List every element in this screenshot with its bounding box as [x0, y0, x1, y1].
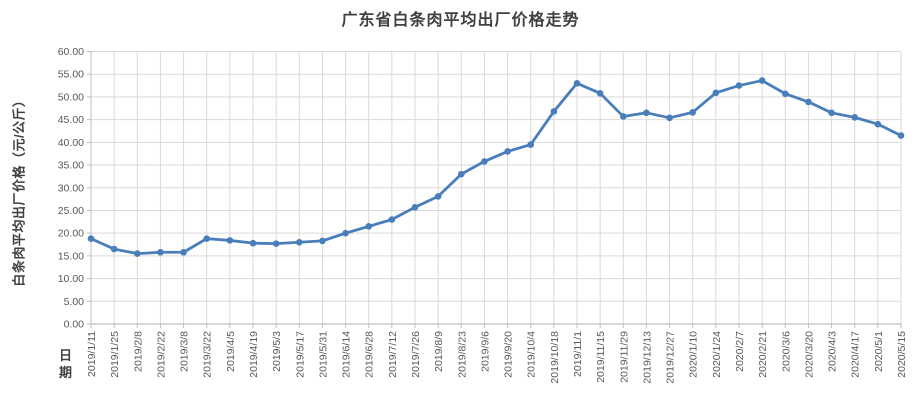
data-point-marker [203, 235, 211, 242]
x-tick-label: 2020/5/1 [873, 331, 885, 372]
data-point-marker [365, 223, 373, 230]
x-tick-label: 2019/11/1 [572, 331, 584, 377]
x-tick-label: 2019/9/6 [479, 331, 491, 372]
data-point-marker [527, 141, 535, 148]
x-tick-label: 2019/8/23 [456, 331, 468, 378]
y-tick-label: 10.00 [58, 273, 84, 285]
data-point-marker [388, 216, 396, 223]
y-tick-label: 15.00 [58, 250, 84, 262]
data-point-marker [157, 248, 164, 256]
data-point-marker [689, 109, 697, 116]
x-tick-label: 2019/12/27 [665, 331, 677, 384]
y-tick-label: 45.00 [58, 114, 84, 126]
data-point-marker [457, 170, 465, 178]
data-point-marker [180, 248, 187, 256]
data-point-marker [573, 79, 581, 87]
y-tick-label: 40.00 [58, 137, 84, 149]
x-tick-label: 2019/6/14 [341, 331, 353, 378]
x-tick-label: 2019/5/31 [317, 331, 329, 378]
x-tick-label: 2019/4/5 [225, 331, 237, 372]
x-tick-label: 2019/9/20 [503, 331, 515, 378]
data-point-marker [851, 114, 859, 121]
y-tick-labels: 0.00 5.00 10.00 15.00 20.00 25.00 30.00 35.00 40… [58, 46, 84, 331]
x-tick-label: 2019/7/12 [387, 331, 399, 378]
x-tick-label: 2019/3/22 [202, 331, 214, 378]
x-axis-title: 日期 [58, 348, 72, 380]
x-tick-label: 2019/12/13 [641, 331, 653, 384]
data-point-marker [319, 237, 326, 245]
data-point-marker [504, 148, 511, 155]
x-tick-label: 2020/2/21 [757, 331, 769, 378]
x-tick-label: 2019/11/15 [595, 331, 607, 383]
data-point-marker [712, 89, 720, 97]
x-tick-label: 2019/4/19 [248, 331, 260, 378]
data-point-marker [805, 98, 812, 106]
x-tick-label: 2019/6/28 [364, 331, 376, 378]
y-tick-label: 25.00 [58, 205, 84, 217]
x-tick-label: 2019/3/8 [179, 331, 191, 372]
x-tick-label: 2020/5/15 [896, 331, 908, 378]
y-tick-label: 30.00 [58, 182, 84, 194]
x-tick-label: 2019/5/17 [294, 331, 306, 378]
y-tick-label: 5.00 [64, 296, 85, 308]
data-point-marker [226, 237, 234, 244]
y-tick-label: 50.00 [58, 91, 84, 103]
data-point-marker [735, 82, 743, 89]
y-tick-label: 55.00 [58, 69, 84, 81]
price-line-series [87, 77, 905, 257]
data-point-marker [666, 114, 673, 122]
data-point-marker [411, 203, 419, 211]
data-point-marker [874, 120, 882, 128]
data-point-marker [272, 240, 280, 247]
x-tick-label: 2019/10/4 [526, 331, 538, 378]
x-tick-label: 2020/1/24 [711, 331, 723, 378]
price-line [89, 79, 903, 256]
data-point-marker [781, 90, 789, 98]
x-tick-labels: 2019/1/11 2019/1/25 2019/2/8 2019/2/22 2019/… [86, 331, 908, 384]
data-point-marker [110, 245, 118, 253]
x-tick-label: 2020/2/7 [734, 331, 746, 372]
data-point-marker [249, 239, 257, 247]
y-tick-label: 35.00 [58, 160, 84, 172]
data-point-marker [828, 109, 835, 117]
data-point-marker [897, 132, 905, 139]
x-tick-label: 2020/3/20 [803, 331, 815, 378]
data-point-marker [295, 238, 303, 246]
data-point-marker [342, 229, 349, 237]
y-tick-label: 20.00 [58, 228, 84, 240]
data-point-marker [758, 77, 766, 84]
data-point-marker [619, 113, 627, 120]
data-point-marker [481, 158, 488, 165]
chart-title: 广东省白条肉平均出厂价格走势 [341, 12, 580, 29]
axis-lines [87, 51, 902, 328]
horizontal-gridlines [91, 51, 901, 325]
x-tick-label: 2019/1/11 [86, 331, 98, 377]
x-tick-label: 2020/3/6 [780, 331, 792, 372]
x-tick-label: 2020/4/17 [850, 331, 862, 378]
x-tick-label: 2019/2/22 [155, 331, 167, 378]
x-tick-label: 2019/7/26 [410, 331, 422, 378]
x-tick-label: 2019/10/18 [549, 331, 561, 384]
data-point-marker [596, 89, 604, 97]
x-tick-label: 2019/8/9 [433, 331, 445, 372]
x-tick-label: 2019/11/29 [618, 331, 630, 383]
x-tick-label: 2019/1/25 [109, 331, 121, 378]
data-point-marker [643, 109, 650, 117]
y-tick-label: 0.00 [64, 319, 85, 331]
x-tick-label: 2019/2/8 [132, 331, 144, 372]
data-point-marker [87, 235, 95, 242]
x-tick-label: 2020/1/10 [688, 331, 700, 378]
x-tick-label: 2020/4/3 [827, 331, 839, 372]
y-tick-label: 60.00 [58, 46, 84, 58]
data-point-marker [133, 250, 141, 257]
data-point-marker [550, 108, 558, 115]
x-tick-label: 2019/5/3 [271, 331, 283, 372]
data-point-marker [434, 193, 442, 200]
